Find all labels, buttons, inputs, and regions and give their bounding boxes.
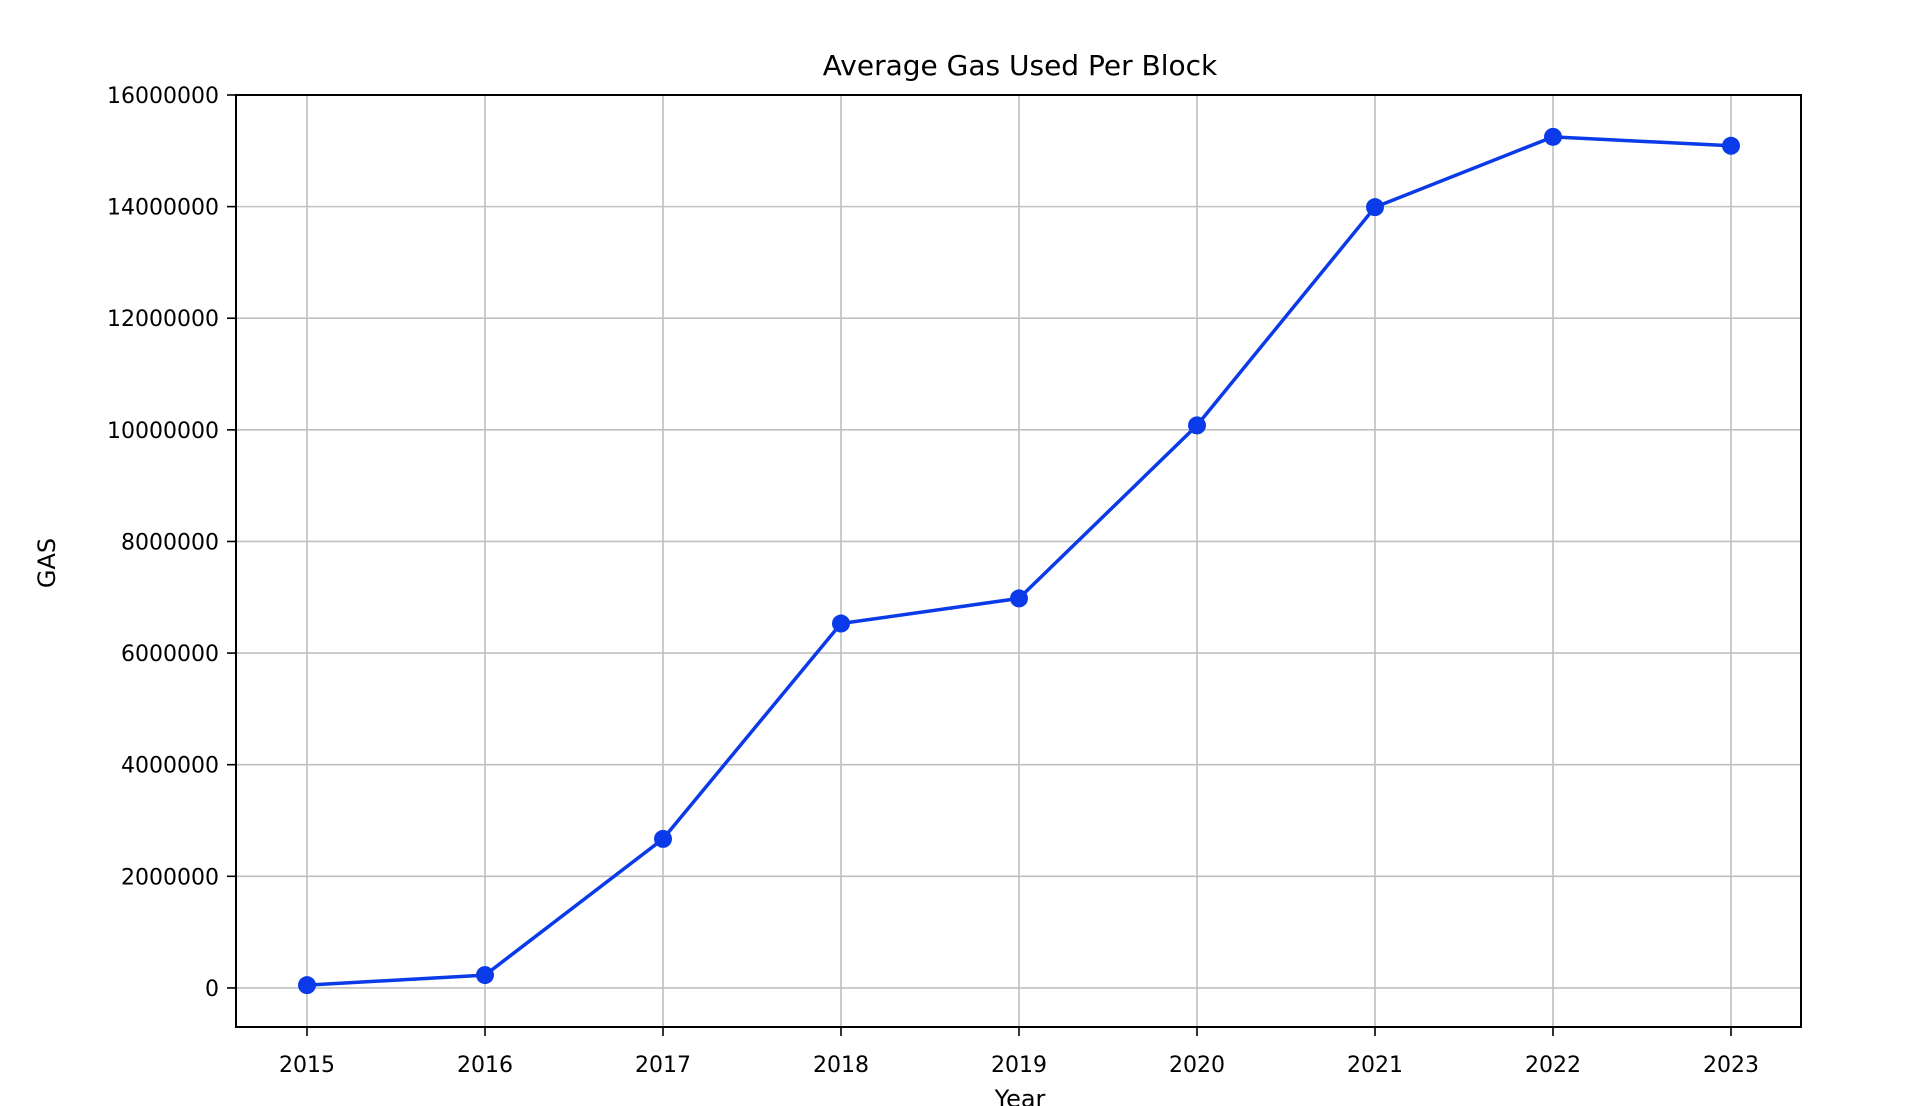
y-axis-title: GAS (33, 538, 61, 588)
y-tick-label: 2000000 (121, 865, 219, 890)
y-tick-label: 14000000 (107, 196, 219, 221)
grid-lines (236, 94, 1801, 1027)
x-tick-label: 2020 (1169, 1053, 1225, 1078)
data-point (654, 829, 672, 848)
series-group (298, 127, 1740, 995)
y-tick-label: 6000000 (121, 642, 219, 667)
x-tick-label: 2017 (635, 1053, 691, 1078)
y-axis-ticks: 0 2000000 4000000 6000000 8000000 10000000 120… (107, 84, 236, 1002)
chart-title: Average Gas Used Per Block (823, 49, 1218, 82)
x-axis-title: Year (994, 1085, 1046, 1106)
x-tick-label: 2019 (991, 1053, 1047, 1078)
y-tick-label: 12000000 (107, 307, 219, 332)
x-tick-label: 2021 (1347, 1053, 1403, 1078)
data-point (1188, 416, 1206, 435)
data-point (1366, 198, 1384, 217)
x-axis-ticks: 2015 2016 2017 2018 2019 2020 2021 2022 2023 (279, 1027, 1759, 1078)
data-point (298, 976, 316, 995)
x-tick-label: 2016 (457, 1053, 513, 1078)
y-tick-label: 8000000 (121, 530, 219, 555)
x-tick-label: 2023 (1703, 1053, 1759, 1078)
data-point (832, 614, 850, 633)
x-tick-label: 2015 (279, 1053, 335, 1078)
data-point (1722, 136, 1740, 155)
data-point (1010, 589, 1028, 608)
x-tick-label: 2018 (813, 1053, 869, 1078)
data-point (1544, 127, 1562, 146)
y-tick-label: 4000000 (121, 754, 219, 779)
y-tick-label: 16000000 (107, 84, 219, 109)
y-tick-label: 0 (205, 977, 219, 1002)
data-point (476, 966, 494, 985)
x-tick-label: 2022 (1525, 1053, 1581, 1078)
y-tick-label: 10000000 (107, 419, 219, 444)
